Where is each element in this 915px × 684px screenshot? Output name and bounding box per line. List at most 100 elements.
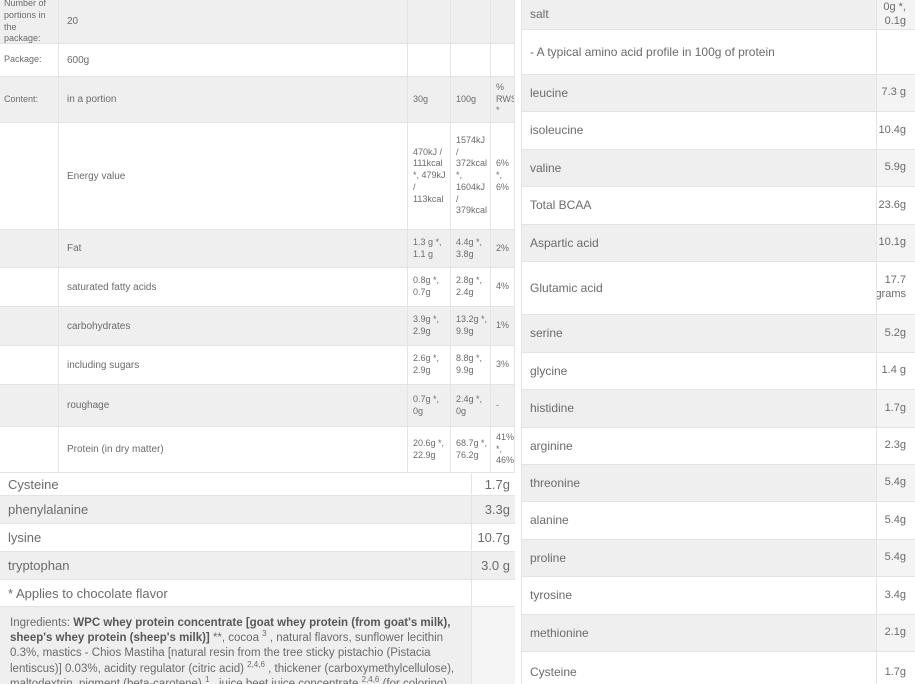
value-rws: 41% *, 46% (490, 427, 515, 472)
amino-name: serine (530, 326, 563, 340)
amino-value: 1.7g (471, 473, 515, 495)
value-rws: 6% *, 6% (490, 123, 515, 229)
nutrient-name: saturated fatty acids (58, 268, 407, 306)
row-label (0, 268, 58, 306)
nutrition-facts-column: Number of portions in the package: 20 Pa… (0, 0, 515, 684)
row-value: in a portion (58, 77, 407, 122)
ingredients-row: Ingredients: WPC whey protein concentrat… (0, 607, 515, 684)
row-value: 600g (58, 44, 407, 76)
header-rws: % RWS * (490, 77, 515, 122)
chocolate-flavor-note: * Applies to chocolate flavor (8, 585, 168, 601)
amino-name: phenylalanine (8, 502, 89, 517)
table-row: Energy value 470kJ / 111kcal *, 479kJ / … (0, 123, 515, 230)
amino-name: methionine (530, 625, 589, 640)
nutrient-name: roughage (58, 385, 407, 426)
amino-value: 2.3g (876, 428, 915, 464)
nutrient-name: Energy value (58, 123, 407, 229)
amino-value: 3.0 g (471, 552, 515, 579)
row-label (0, 307, 58, 345)
table-row: histidine 1.7g (522, 390, 915, 428)
amino-value: 10.4g (876, 112, 915, 149)
value-30g: 0.7g *, 0g (407, 385, 450, 426)
amino-value: 5.4g (876, 540, 915, 576)
value-rws: 2% (490, 230, 515, 267)
table-row: threonine 5.4g (522, 465, 915, 502)
empty-cell (471, 580, 515, 606)
value-rws: - (490, 385, 515, 426)
nutrient-name: Protein (in dry matter) (58, 427, 407, 472)
amino-acid-profile-column: salt 0g *, 0.1g - A typical amino acid p… (521, 0, 915, 684)
ingredients-text: Ingredients: WPC whey protein concentrat… (0, 607, 471, 684)
value-30g: 0.8g *, 0.7g (407, 268, 450, 306)
nutrient-name: salt (530, 7, 549, 21)
header-100g: 100g (450, 77, 490, 122)
table-row: roughage 0.7g *, 0g 2.4g *, 0g - (0, 385, 515, 427)
footnote-row: * Applies to chocolate flavor (0, 580, 515, 607)
table-row: valine 5.9g (522, 150, 915, 187)
amino-name: lysine (8, 530, 42, 545)
row-label (0, 230, 58, 267)
amino-name: proline (530, 550, 567, 565)
amino-value: 5.4g (876, 465, 915, 501)
row-label: Content: (4, 93, 39, 104)
value-rws (490, 44, 515, 76)
row-label: Package: (4, 54, 42, 65)
amino-name: Aspartic acid (530, 235, 599, 250)
nutrient-value: 0g *, 0.1g (876, 0, 915, 29)
nutrition-table: Number of portions in the package: 20 Pa… (0, 0, 515, 473)
amino-value: 2.1g (876, 615, 915, 651)
value-rws (490, 0, 515, 43)
value-30g: 2.6g *, 2.9g (407, 346, 450, 384)
table-row: Package: 600g (0, 44, 515, 77)
row-label (0, 346, 58, 384)
header-30g: 30g (407, 77, 450, 122)
value-100g: 2.8g *, 2.4g (450, 268, 490, 306)
row-label (0, 427, 58, 472)
table-row: alanine 5.4g (522, 502, 915, 540)
value-30g (407, 0, 450, 43)
amino-name: Glutamic acid (530, 280, 603, 295)
value-rws: 4% (490, 268, 515, 306)
amino-acid-table-left: Cysteine 1.7g phenylalanine 3.3g lysine … (0, 473, 515, 607)
value-100g: 68.7g *, 76.2g (450, 427, 490, 472)
table-row: proline 5.4g (522, 540, 915, 577)
amino-value: 5.9g (876, 150, 915, 186)
value-100g (450, 0, 490, 43)
table-row: including sugars 2.6g *, 2.9g 8.8g *, 9.… (0, 346, 515, 385)
value-100g: 8.8g *, 9.9g (450, 346, 490, 384)
amino-name: tyrosine (530, 588, 573, 602)
row-label (0, 385, 58, 426)
table-row: Number of portions in the package: 20 (0, 0, 515, 44)
table-row: methionine 2.1g (522, 615, 915, 652)
table-row: Cysteine 1.7g (0, 473, 515, 496)
profile-caption-row: - A typical amino acid profile in 100g o… (522, 30, 915, 75)
value-100g: 2.4g *, 0g (450, 385, 490, 426)
amino-value: 3.4g (876, 577, 915, 614)
amino-value: 1.7g (876, 652, 915, 684)
table-row: salt 0g *, 0.1g (522, 0, 915, 30)
table-row: carbohydrates 3.9g *, 2.9g 13.2g *, 9.9g… (0, 307, 515, 346)
value-30g (407, 44, 450, 76)
nutrient-name: including sugars (58, 346, 407, 384)
amino-value: 10.7g (471, 524, 515, 551)
empty-cell (471, 607, 515, 684)
amino-name: glycine (530, 363, 568, 378)
value-30g: 1.3 g *, 1.1 g (407, 230, 450, 267)
nutrient-name: Fat (58, 230, 407, 267)
value-100g: 1574kJ / 372kcal *, 1604kJ / 379kcal (450, 123, 490, 229)
table-row: Cysteine 1.7g (522, 652, 915, 684)
table-row: tyrosine 3.4g (522, 577, 915, 615)
amino-name: isoleucine (530, 123, 584, 137)
amino-name: arginine (530, 438, 573, 453)
amino-value: 5.2g (876, 315, 915, 352)
value-30g: 20.6g *, 22.9g (407, 427, 450, 472)
amino-value: 5.4g (876, 502, 915, 539)
value-100g: 4.4g *, 3.8g (450, 230, 490, 267)
value-100g: 13.2g *, 9.9g (450, 307, 490, 345)
nutrient-name: carbohydrates (58, 307, 407, 345)
table-row: phenylalanine 3.3g (0, 496, 515, 524)
table-row: Fat 1.3 g *, 1.1 g 4.4g *, 3.8g 2% (0, 230, 515, 268)
table-row: leucine 7.3 g (522, 75, 915, 112)
amino-value: 10.1g (876, 225, 915, 261)
